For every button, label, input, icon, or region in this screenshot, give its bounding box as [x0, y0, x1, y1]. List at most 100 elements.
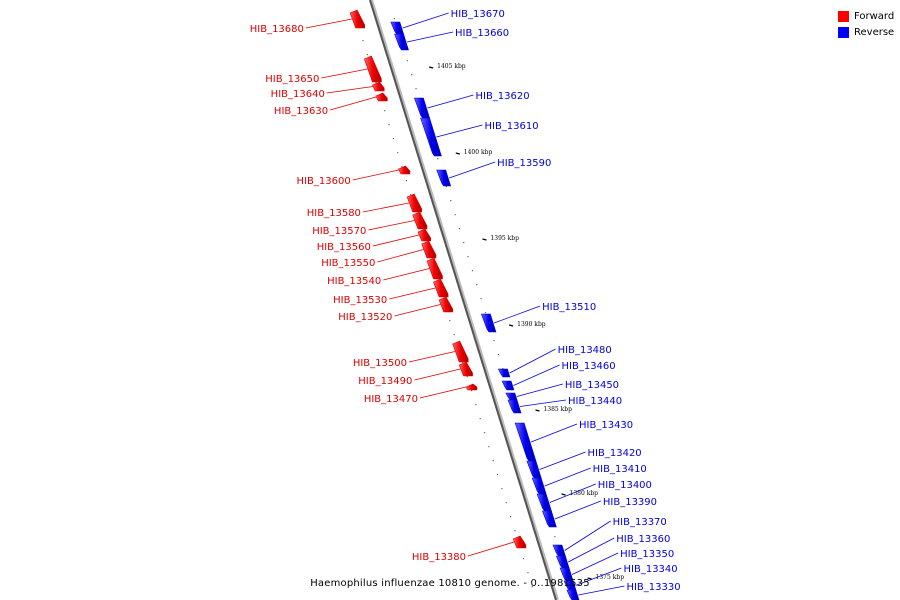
track-dot: [458, 228, 461, 230]
gene-label: HIB_13530: [333, 295, 387, 306]
gene-arrow: [480, 313, 497, 333]
track-dot: [450, 200, 452, 202]
gene-leader: [352, 169, 399, 181]
track-dot: [462, 362, 464, 364]
gene-label: HIB_13630: [274, 106, 328, 117]
track-dot: [384, 110, 386, 112]
gene-leader: [329, 96, 377, 111]
gene-label: HIB_13670: [451, 9, 505, 20]
gene-label: HIB_13360: [616, 534, 670, 545]
track-dot: [397, 152, 399, 154]
legend: Forward Reverse: [838, 8, 894, 40]
track-dot: [453, 334, 455, 336]
track-dot: [470, 390, 473, 392]
gene-leader: [406, 31, 454, 43]
gene-label: HIB_13520: [338, 312, 392, 323]
track-dot: [366, 54, 368, 56]
legend-forward-label: Forward: [854, 10, 895, 22]
gene-arrow: [505, 392, 518, 401]
gene-label: HIB_13620: [475, 91, 529, 102]
gene-label: HIB_13660: [455, 28, 509, 39]
gene-label: HIB_13370: [613, 517, 667, 528]
scale-tick: [455, 152, 460, 155]
gene-arrow: [552, 544, 566, 557]
track-dot: [388, 124, 390, 126]
gene-arrow: [375, 92, 388, 102]
gene-leader: [408, 351, 456, 363]
gene-leader: [516, 383, 564, 397]
gene-label: HIB_13430: [579, 420, 633, 431]
gene-label: HIB_13350: [620, 549, 674, 560]
track-dot: [483, 432, 486, 434]
gene-label: HIB_13600: [297, 176, 351, 187]
gene-arrow: [501, 380, 515, 391]
gene-leader: [554, 500, 602, 520]
gene-label: HIB_13580: [307, 208, 361, 219]
scale-tick: [561, 493, 566, 496]
gene-leader: [419, 386, 467, 399]
gene-leader: [519, 399, 567, 407]
gene-label: HIB_13550: [321, 258, 375, 269]
track-dot: [493, 340, 495, 342]
gene-arrow: [363, 55, 382, 83]
track-dot: [522, 558, 525, 560]
gene-arrow: [541, 510, 557, 528]
gene-label: HIB_13590: [497, 158, 551, 169]
gene-label: HIB_13470: [364, 394, 418, 405]
gene-arrow: [465, 383, 478, 391]
gene-leader: [571, 552, 619, 575]
gene-arrow: [526, 460, 542, 479]
gene-leader: [449, 161, 496, 179]
gene-arrow: [413, 97, 430, 119]
track-dot: [492, 460, 494, 462]
gene-label: HIB_13680: [250, 24, 304, 35]
scale-tick: [482, 238, 487, 241]
track-dot: [488, 446, 490, 448]
gene-leader: [368, 220, 415, 231]
gene-arrow: [497, 368, 511, 378]
gene-leader: [544, 467, 591, 487]
gene-arrow: [398, 165, 411, 175]
gene-leader: [321, 68, 368, 79]
gene-leader: [372, 234, 419, 247]
track-dot: [449, 320, 451, 322]
scale-label: 1395 kbp: [490, 235, 519, 242]
gene-label: HIB_13610: [484, 121, 538, 132]
track-dot: [375, 82, 377, 84]
gene-leader: [377, 249, 424, 263]
track-dot: [501, 488, 503, 490]
gene-label: HIB_13400: [598, 480, 652, 491]
gene-label: HIB_13330: [626, 582, 680, 593]
gene-label: HIB_13510: [542, 302, 596, 313]
track-dot: [475, 404, 477, 406]
genome-caption: Haemophilus influenzae 10810 genome. - 0…: [0, 578, 900, 589]
gene-label: HIB_13450: [565, 380, 619, 391]
gene-label: HIB_13380: [412, 552, 466, 563]
scale-label: 1400 kbp: [464, 149, 493, 156]
gene-arrow: [417, 228, 432, 242]
track-dot: [406, 60, 408, 62]
scale-tick: [535, 409, 540, 412]
gene-label: HIB_13640: [271, 89, 325, 100]
track-dot: [479, 418, 481, 420]
gene-leader: [509, 348, 556, 374]
gene-label: HIB_13410: [593, 464, 647, 475]
track-dot: [362, 40, 364, 42]
gene-arrow: [452, 340, 469, 363]
legend-reverse: Reverse: [838, 24, 894, 40]
scale-tick: [428, 66, 434, 69]
gene-leader: [414, 368, 461, 381]
gene-leader: [578, 585, 625, 596]
track-dot: [484, 312, 487, 314]
gene-label: HIB_13420: [588, 448, 642, 459]
gene-arrow: [412, 211, 428, 230]
track-dot: [476, 284, 478, 286]
track-dot: [509, 516, 512, 518]
track-dot: [393, 18, 395, 20]
gene-leader: [564, 520, 611, 551]
gene-arrow: [349, 9, 365, 29]
gene-label: HIB_13500: [353, 358, 407, 369]
scale-label: 1375 kbp: [596, 574, 625, 581]
track-dot: [471, 270, 474, 272]
track-dot: [405, 180, 407, 182]
